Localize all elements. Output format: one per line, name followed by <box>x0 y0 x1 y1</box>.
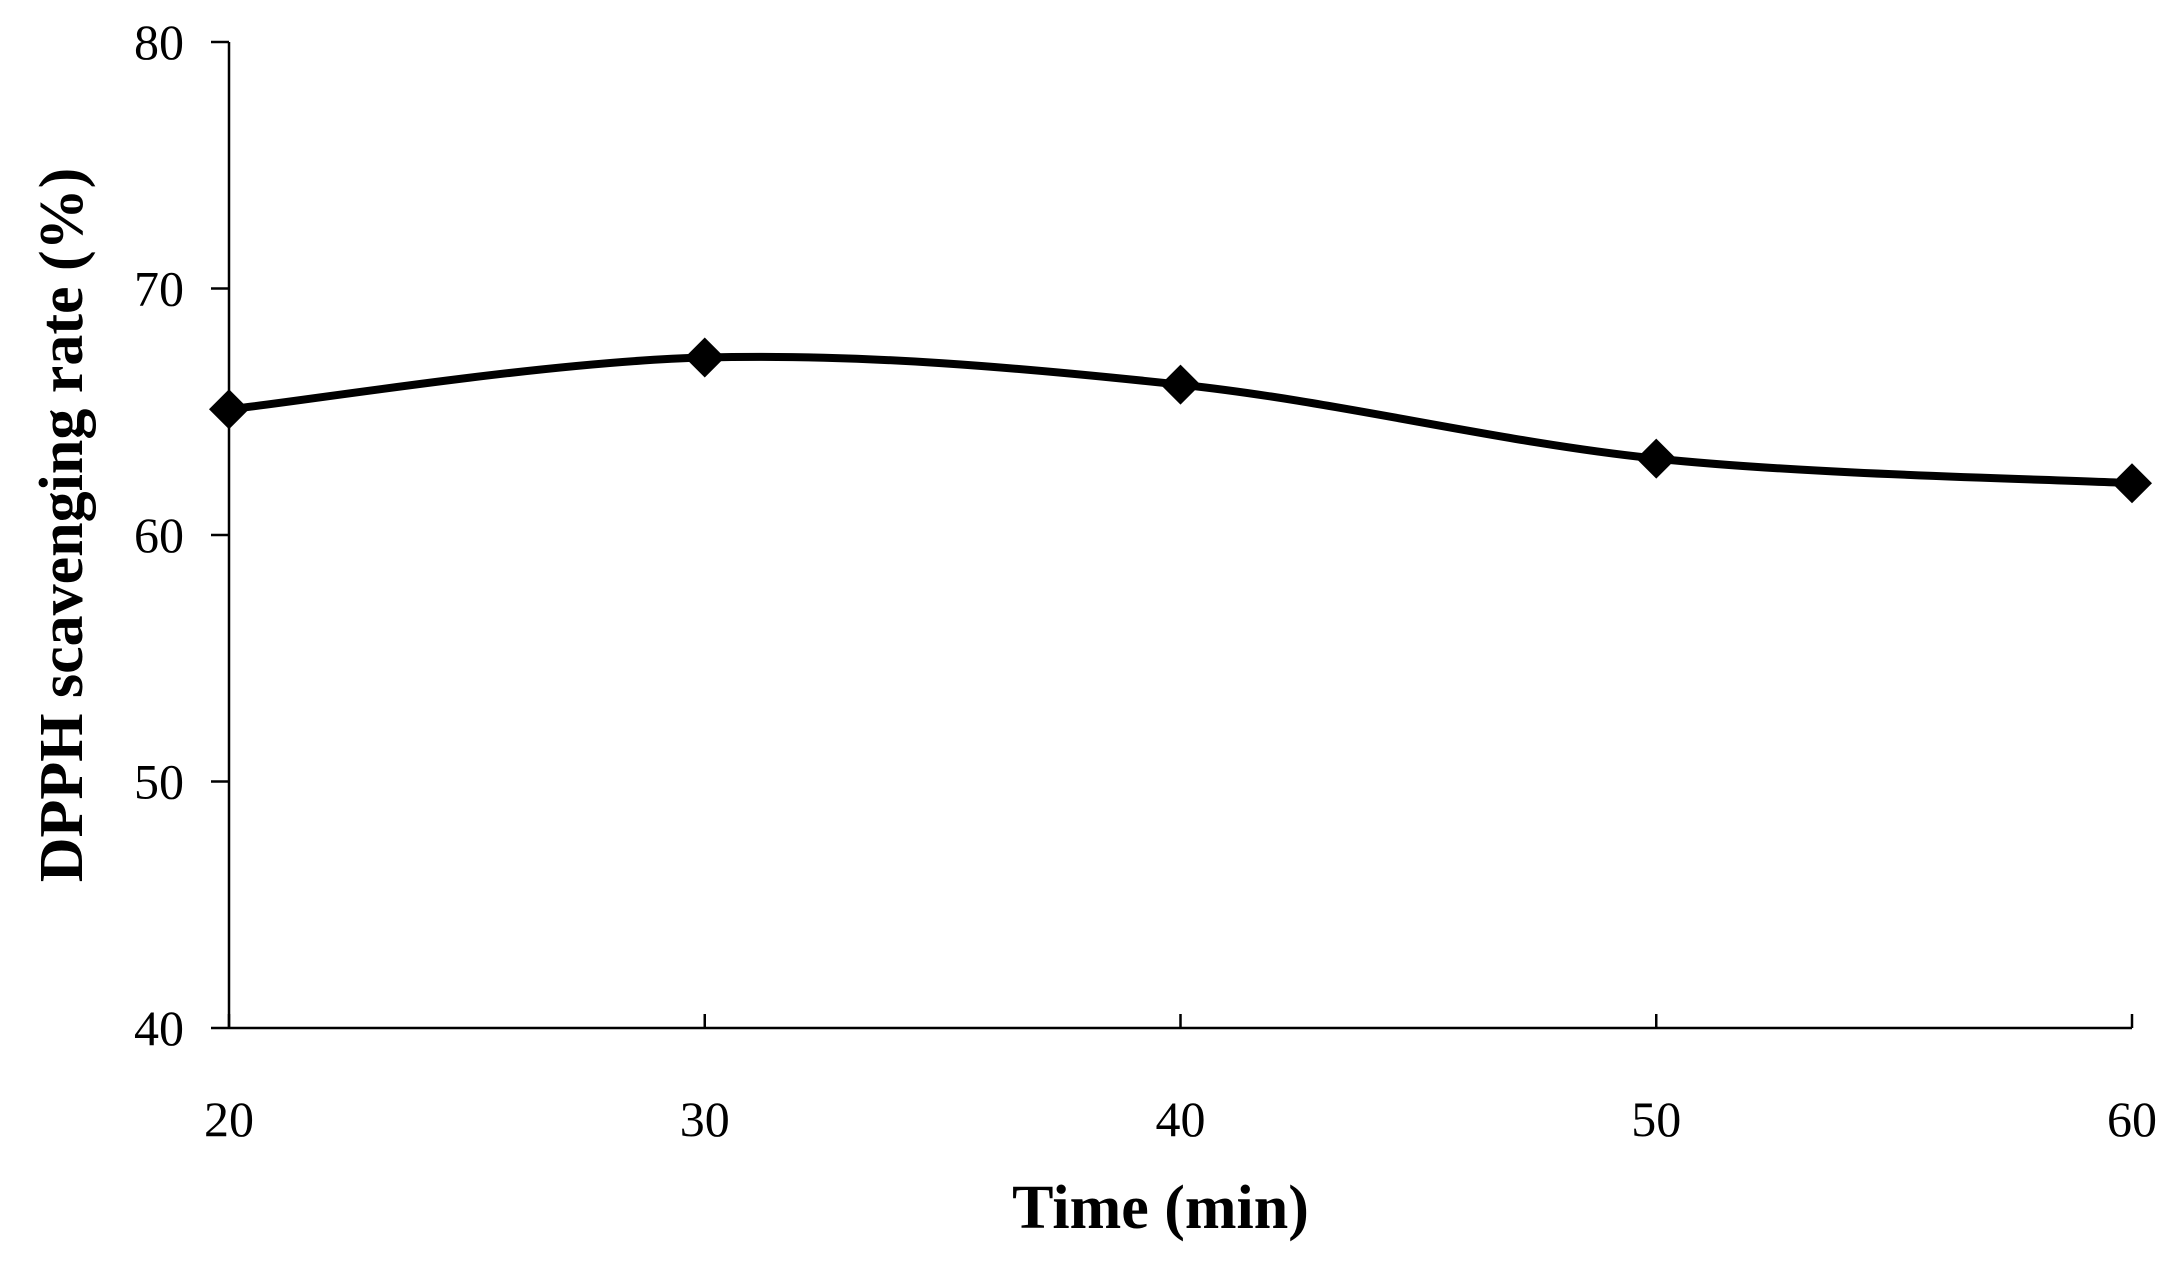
y-tick-label: 70 <box>134 261 184 317</box>
x-tick-label: 20 <box>204 1091 254 1147</box>
y-ticks: 40 50 60 70 80 <box>134 14 229 1056</box>
data-point-marker <box>684 337 725 378</box>
x-tick-label: 50 <box>1631 1091 1681 1147</box>
data-point-marker <box>209 389 249 430</box>
x-tick-label: 30 <box>680 1091 730 1147</box>
x-tick-label: 40 <box>1156 1091 1206 1147</box>
axes <box>227 42 2132 1030</box>
series-group <box>209 337 2152 504</box>
x-axis-title: Time (min) <box>1012 1174 1309 1242</box>
x-ticks: 20 30 40 50 60 <box>204 1014 2157 1147</box>
y-axis-title: DPPH scavenging rate (%) <box>28 168 96 883</box>
data-point-marker <box>2112 463 2152 504</box>
y-tick-label: 40 <box>134 1000 184 1056</box>
data-point-marker <box>1636 438 1677 479</box>
y-tick-label: 60 <box>134 507 184 563</box>
data-point-marker <box>1160 364 1201 405</box>
y-tick-label: 80 <box>134 14 184 70</box>
x-tick-label: 60 <box>2107 1091 2157 1147</box>
y-tick-label: 50 <box>134 754 184 810</box>
